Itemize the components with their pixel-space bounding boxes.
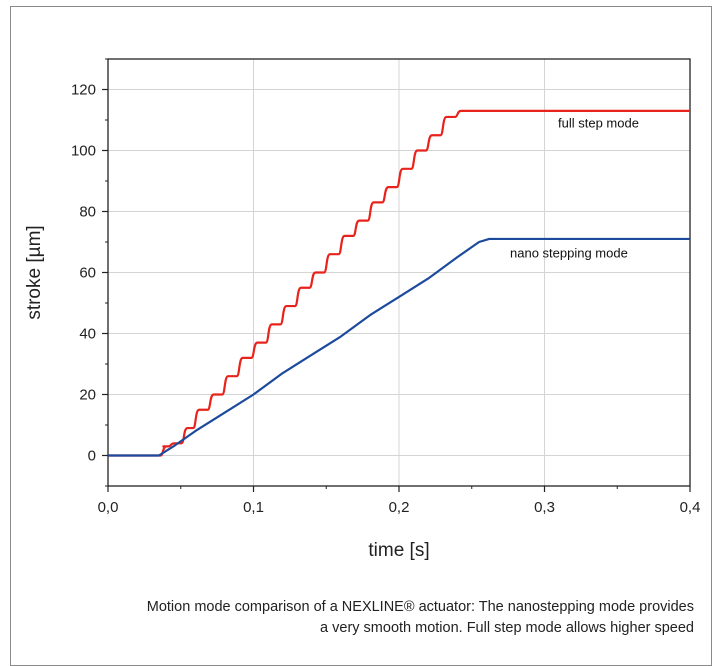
y-tick-label: 100	[71, 143, 96, 160]
x-axis-label: time [s]	[368, 540, 429, 561]
series-line-full-step	[108, 109, 690, 457]
y-tick-label: 20	[79, 387, 96, 404]
chart: 0,0 0,1 0,2 0,3 0,4 0 20 40 60 80 100 120 time [s] s…	[24, 58, 701, 561]
series-line-nano-stepping	[108, 237, 690, 457]
figure-caption: Motion mode comparison of a NEXLINE® act…	[54, 597, 694, 639]
caption-line-1: Motion mode comparison of a NEXLINE® act…	[146, 599, 694, 615]
y-tick-label: 120	[71, 82, 96, 99]
x-tick-label: 0,0	[98, 499, 119, 516]
grid	[108, 59, 690, 486]
y-tick-label: 80	[79, 204, 96, 221]
y-tick-label: 40	[79, 326, 96, 343]
caption-line-2: a very smooth motion. Full step mode all…	[320, 620, 694, 636]
x-tick-label: 0,3	[534, 499, 555, 516]
y-tick-label: 0	[88, 448, 96, 465]
x-tick-label: 0,4	[680, 499, 701, 516]
y-axis-label: stroke [µm]	[24, 225, 45, 319]
series-label-full-step: full step mode	[558, 116, 639, 131]
series-label-nano-stepping: nano stepping mode	[510, 245, 628, 260]
figure-frame	[10, 6, 712, 666]
y-tick-label: 60	[79, 265, 96, 282]
x-tick-label: 0,1	[243, 499, 264, 516]
axes: 0,0 0,1 0,2 0,3 0,4 0 20 40 60 80 100 120	[71, 58, 701, 516]
x-tick-label: 0,2	[389, 499, 410, 516]
series-lines	[108, 109, 690, 457]
labels: time [s] stroke [µm] full step mode nano st…	[24, 116, 639, 561]
